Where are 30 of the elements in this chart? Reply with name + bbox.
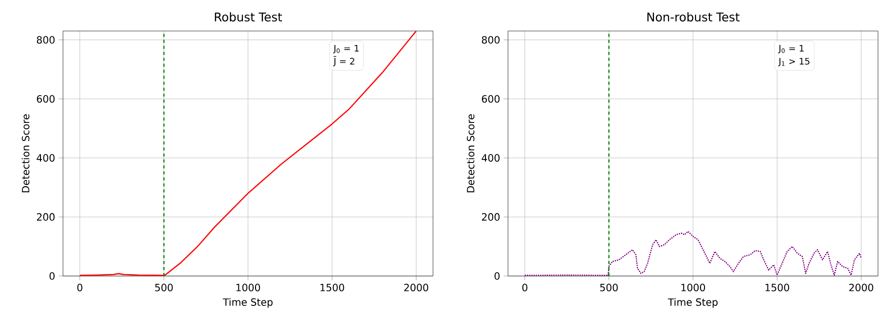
chart-title: Non-robust Test <box>647 12 740 22</box>
x-tick-label: 1500 <box>320 284 344 292</box>
y-tick-label: 800 <box>482 36 500 44</box>
y-axis-title: Detection Score <box>466 114 474 192</box>
x-axis-title: Time Step <box>222 298 273 308</box>
x-tick-label: 500 <box>155 284 173 292</box>
chart-title: Robust Test <box>214 12 282 22</box>
x-tick-label: 1500 <box>766 284 790 292</box>
y-tick-label: 0 <box>50 272 55 280</box>
y-tick-label: 400 <box>36 154 55 162</box>
y-tick-label: 800 <box>36 36 55 44</box>
x-tick-label: 0 <box>77 284 82 292</box>
y-axis-title: Detection Score <box>22 114 30 192</box>
x-tick-label: 1000 <box>681 284 706 292</box>
annotation: J$_{0}$ = 1 <box>333 44 359 54</box>
annotation: J$_{0}$ = 1 <box>778 44 804 54</box>
x-tick-label: 1000 <box>236 284 260 292</box>
y-tick-label: 600 <box>36 95 55 103</box>
x-tick-label: 2000 <box>849 284 874 292</box>
y-tick-label: 400 <box>482 154 500 162</box>
annotation: J$_{1}$ > 15 <box>778 58 810 66</box>
y-tick-label: 200 <box>482 213 500 221</box>
y-tick-label: 0 <box>494 272 500 280</box>
y-tick-label: 600 <box>482 95 500 103</box>
x-axis-title: Time Step <box>668 298 718 308</box>
x-tick-label: 2000 <box>404 284 428 292</box>
x-tick-label: 0 <box>522 284 528 292</box>
x-tick-label: 500 <box>600 284 618 292</box>
y-tick-label: 200 <box>36 213 55 221</box>
annotation: J̄ = 2 <box>333 56 354 66</box>
